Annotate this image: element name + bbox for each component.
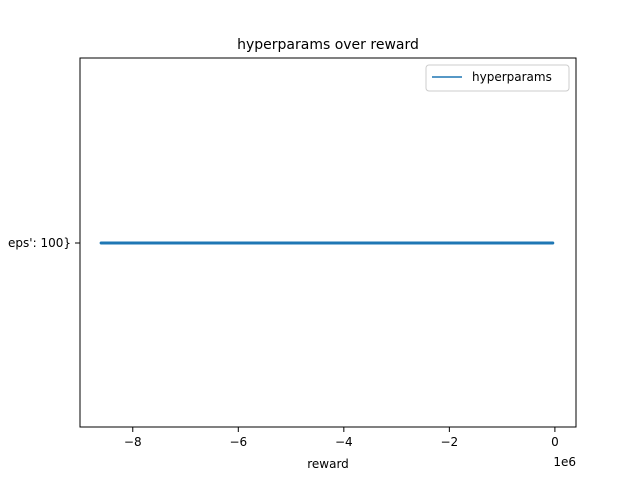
x-axis-offset-label: 1e6 bbox=[553, 455, 576, 469]
legend: hyperparams bbox=[425, 64, 570, 92]
data-point bbox=[500, 241, 504, 245]
data-point bbox=[237, 241, 240, 245]
x-axis: −8 −6 −4 −2 0 bbox=[124, 427, 559, 449]
chart-title: hyperparams over reward bbox=[237, 37, 419, 53]
x-tick-label: −4 bbox=[335, 435, 353, 449]
x-tick-label: −8 bbox=[124, 435, 142, 449]
data-point bbox=[342, 241, 346, 245]
data-point bbox=[131, 241, 134, 245]
data-point bbox=[551, 241, 554, 245]
data-point bbox=[184, 241, 187, 245]
x-tick-label: −2 bbox=[441, 435, 459, 449]
y-axis: eps': 100} bbox=[8, 236, 80, 250]
x-tick-label: −6 bbox=[229, 435, 247, 449]
legend-box bbox=[425, 64, 570, 92]
series-layer bbox=[99, 241, 555, 245]
data-point bbox=[395, 241, 398, 245]
y-tick-label: eps': 100} bbox=[8, 236, 71, 250]
legend-label: hyperparams bbox=[472, 70, 552, 84]
data-point bbox=[289, 241, 293, 245]
x-axis-label: reward bbox=[307, 457, 349, 471]
data-point bbox=[99, 241, 103, 245]
x-tick-label: 0 bbox=[551, 435, 559, 449]
data-point bbox=[448, 241, 451, 245]
